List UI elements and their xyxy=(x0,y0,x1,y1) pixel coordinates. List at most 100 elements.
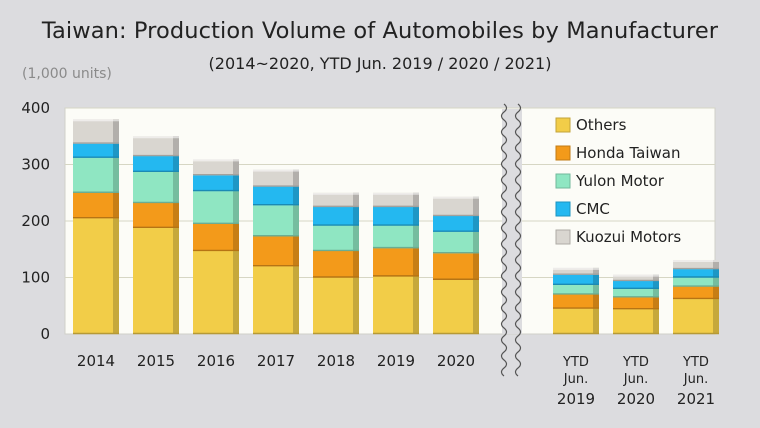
bar-segment-yulon-motor xyxy=(133,171,179,203)
bar-top-highlight xyxy=(253,169,299,172)
bar-segment-honda-taiwan xyxy=(253,186,299,206)
bar-segment-shade-kuozui-motors xyxy=(473,279,479,334)
bar-segment-honda-taiwan xyxy=(373,206,419,226)
bar-segment-others xyxy=(673,259,719,270)
y-tick-label-400: 400 xyxy=(21,99,50,117)
x-label-2019: 2019 xyxy=(377,352,415,370)
bar-segment-shade-kuozui-motors xyxy=(113,218,119,334)
bar-segment-shade-honda-taiwan xyxy=(413,206,419,226)
bar-segment-kuozui-motors xyxy=(73,218,119,334)
y-tick-label-100: 100 xyxy=(21,269,50,287)
bar-segment-shade-yulon-motor xyxy=(113,157,119,193)
bar-segment-cmc xyxy=(673,286,719,299)
bar-segment-shade-yulon-motor xyxy=(593,284,599,295)
legend-swatch-others xyxy=(555,117,571,133)
y-tick-label-300: 300 xyxy=(21,156,50,174)
bar-segment-shade-cmc xyxy=(473,253,479,280)
bar-segment-others xyxy=(433,196,479,216)
bar-segment-others xyxy=(553,267,599,275)
chart-title: Taiwan: Production Volume of Automobiles… xyxy=(41,18,719,44)
bar-segment-cmc xyxy=(133,202,179,228)
bar-2018 xyxy=(313,192,359,335)
bar-2019 xyxy=(373,192,419,335)
x-label-ytd-month: Jun. xyxy=(563,372,588,387)
bars xyxy=(73,119,719,335)
y-axis-unit-label: (1,000 units) xyxy=(22,66,112,82)
bar-segment-shade-honda-taiwan xyxy=(353,206,359,226)
legend-label-cmc: CMC xyxy=(576,200,610,218)
bar-segment-cmc xyxy=(313,250,359,278)
bar-ytd-2020 xyxy=(613,274,659,335)
bar-segment-yulon-motor xyxy=(193,191,239,224)
bar-2015 xyxy=(133,136,179,335)
bar-segment-honda-taiwan xyxy=(613,280,659,289)
legend-swatch-cmc xyxy=(555,201,571,217)
y-tick-label-200: 200 xyxy=(21,212,50,230)
bar-segment-yulon-motor xyxy=(613,288,659,298)
bar-segment-shade-others xyxy=(473,196,479,216)
bar-segment-kuozui-motors xyxy=(193,250,239,334)
bar-top-highlight xyxy=(313,192,359,195)
bar-segment-others xyxy=(373,192,419,207)
bar-segment-others xyxy=(313,192,359,207)
bar-segment-shade-honda-taiwan xyxy=(113,143,119,158)
legend-swatch-kuozui-motors xyxy=(555,229,571,245)
bar-segment-shade-yulon-motor xyxy=(173,171,179,203)
x-axis-labels: 2014 2015 2016 2017 2018 2019 2020 YTD Jun. 2019 Y… xyxy=(77,352,715,408)
bar-segment-shade-kuozui-motors xyxy=(173,227,179,334)
x-label-ytd-year: 2019 xyxy=(557,390,595,408)
bar-top-highlight xyxy=(613,274,659,277)
bar-segment-yulon-motor xyxy=(73,157,119,193)
bar-segment-cmc xyxy=(193,223,239,251)
x-label-2020: 2020 xyxy=(437,352,475,370)
bar-segment-kuozui-motors xyxy=(613,309,659,334)
axis-break-line-right xyxy=(514,103,522,377)
bar-segment-others xyxy=(73,119,119,144)
x-label-ytd-prefix: YTD xyxy=(562,355,589,370)
bar-segment-cmc xyxy=(613,297,659,310)
bar-top-highlight xyxy=(553,267,599,270)
bar-segment-shade-honda-taiwan xyxy=(713,269,719,278)
bar-segment-shade-cmc xyxy=(233,223,239,251)
bar-segment-kuozui-motors xyxy=(133,227,179,334)
bar-segment-shade-yulon-motor xyxy=(293,205,299,237)
bar-segment-honda-taiwan xyxy=(673,269,719,278)
bar-segment-others xyxy=(193,159,239,176)
x-label-ytd-month: Jun. xyxy=(683,372,708,387)
bar-segment-shade-yulon-motor xyxy=(473,231,479,254)
bar-ytd-2021 xyxy=(673,259,719,335)
bar-ytd-2019 xyxy=(553,267,599,335)
bar-segment-shade-others xyxy=(593,267,599,275)
bar-segment-shade-kuozui-motors xyxy=(593,308,599,334)
bar-segment-shade-cmc xyxy=(713,286,719,299)
bar-segment-shade-others xyxy=(173,136,179,157)
bar-top-highlight xyxy=(133,136,179,139)
bar-segment-shade-honda-taiwan xyxy=(653,280,659,289)
bar-segment-shade-others xyxy=(413,192,419,207)
x-label-2014: 2014 xyxy=(77,352,115,370)
bar-segment-cmc xyxy=(73,192,119,219)
bar-segment-cmc xyxy=(433,253,479,280)
bar-2016 xyxy=(193,159,239,335)
x-label-ytd-year: 2020 xyxy=(617,390,655,408)
bar-segment-shade-yulon-motor xyxy=(713,277,719,287)
y-axis-ticks: 0 100 200 300 400 xyxy=(21,99,50,343)
bar-segment-shade-cmc xyxy=(173,202,179,228)
legend-label-kuozui-motors: Kuozui Motors xyxy=(576,228,681,246)
bar-segment-kuozui-motors xyxy=(373,276,419,334)
axis-break-gap xyxy=(502,109,522,334)
bar-segment-shade-kuozui-motors xyxy=(653,309,659,334)
bar-segment-cmc xyxy=(373,248,419,277)
legend-swatch-honda-taiwan xyxy=(555,145,571,161)
bar-segment-shade-cmc xyxy=(293,236,299,267)
bar-segment-others xyxy=(613,274,659,281)
x-label-2017: 2017 xyxy=(257,352,295,370)
bar-segment-kuozui-motors xyxy=(553,308,599,334)
bar-segment-shade-kuozui-motors xyxy=(353,277,359,334)
bar-segment-yulon-motor xyxy=(373,225,419,249)
bar-segment-kuozui-motors xyxy=(433,279,479,334)
bar-segment-honda-taiwan xyxy=(193,175,239,192)
bar-top-highlight xyxy=(433,196,479,199)
bar-segment-honda-taiwan xyxy=(553,274,599,285)
